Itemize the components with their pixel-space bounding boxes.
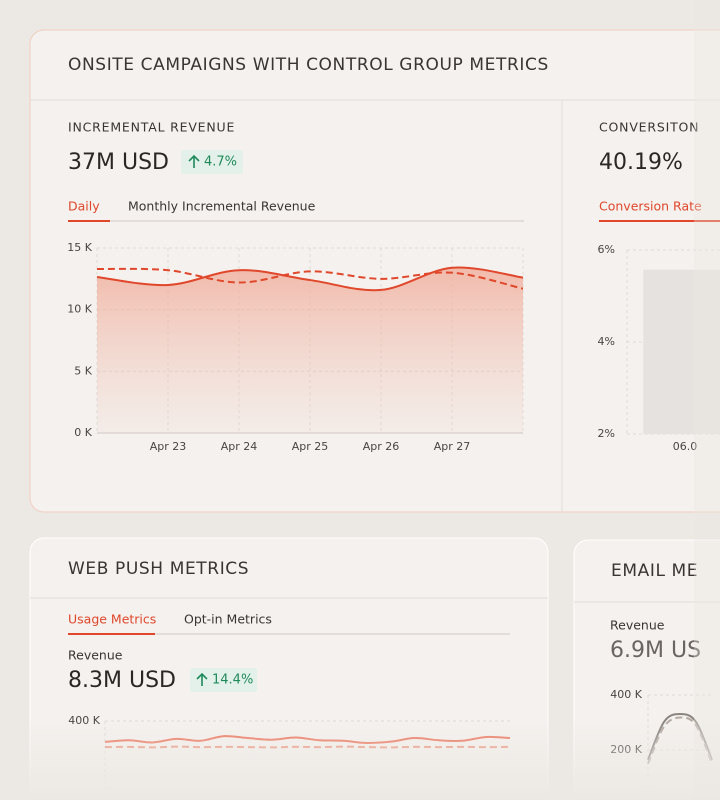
change-chip xyxy=(181,150,243,174)
line xyxy=(96,267,524,290)
x-tick-label: Apr 23 xyxy=(150,440,187,453)
y-tick-label: 10 K xyxy=(67,303,92,316)
bar xyxy=(643,269,720,434)
change-value: 14.4% xyxy=(212,673,253,688)
x-tick-label: Apr 26 xyxy=(363,440,400,453)
tab[interactable]: Daily xyxy=(68,199,100,214)
metric-label: Revenue xyxy=(610,618,665,633)
change-chip xyxy=(190,668,257,692)
edge-fade xyxy=(694,0,720,800)
y-tick-label: 5 K xyxy=(74,364,92,377)
metric-label: CONVERSITON xyxy=(599,120,699,135)
x-tick-label: Apr 25 xyxy=(292,440,329,453)
metric-value: 8.3M USD xyxy=(68,668,176,693)
metric-value: 40.19% xyxy=(599,150,683,175)
x-tick-label: Apr 24 xyxy=(221,440,258,453)
tab[interactable]: Monthly Incremental Revenue xyxy=(128,199,316,214)
chart: 2% 4% 6% 06.0 xyxy=(598,243,720,453)
x-tick-label: 06.0 xyxy=(673,440,698,453)
up-arrow xyxy=(188,154,200,168)
y-tick-label: 2% xyxy=(598,427,615,440)
tab[interactable]: Conversion Rate xyxy=(599,199,702,214)
card-title: WEB PUSH METRICS xyxy=(68,559,249,579)
up-arrow xyxy=(196,672,208,686)
metric-label: Revenue xyxy=(68,648,123,663)
y-tick-label: 400 K xyxy=(610,688,642,701)
metric-value: 37M USD xyxy=(68,150,169,175)
y-tick-label: 6% xyxy=(598,243,615,256)
bottom-fade xyxy=(0,720,720,800)
card-title: EMAIL ME xyxy=(611,561,698,581)
line xyxy=(96,266,524,292)
y-tick-label: 0 K xyxy=(74,426,92,439)
area xyxy=(97,267,523,433)
change-value: 4.7% xyxy=(204,155,237,170)
tab[interactable]: Usage Metrics xyxy=(68,612,156,627)
chart: 0 K 5 K 10 K 15 K Apr 23 Apr 24 Apr 25 Apr 26 Ap… xyxy=(67,241,524,453)
y-tick-label: 15 K xyxy=(67,241,92,254)
card-title: ONSITE CAMPAIGNS WITH CONTROL GROUP METR… xyxy=(68,55,549,75)
y-tick-label: 4% xyxy=(598,335,615,348)
tab[interactable]: Opt-in Metrics xyxy=(184,612,272,627)
metric-label: INCREMENTAL REVENUE xyxy=(68,120,235,135)
x-tick-label: Apr 27 xyxy=(434,440,471,453)
metric-value: 6.9M US xyxy=(610,638,701,663)
